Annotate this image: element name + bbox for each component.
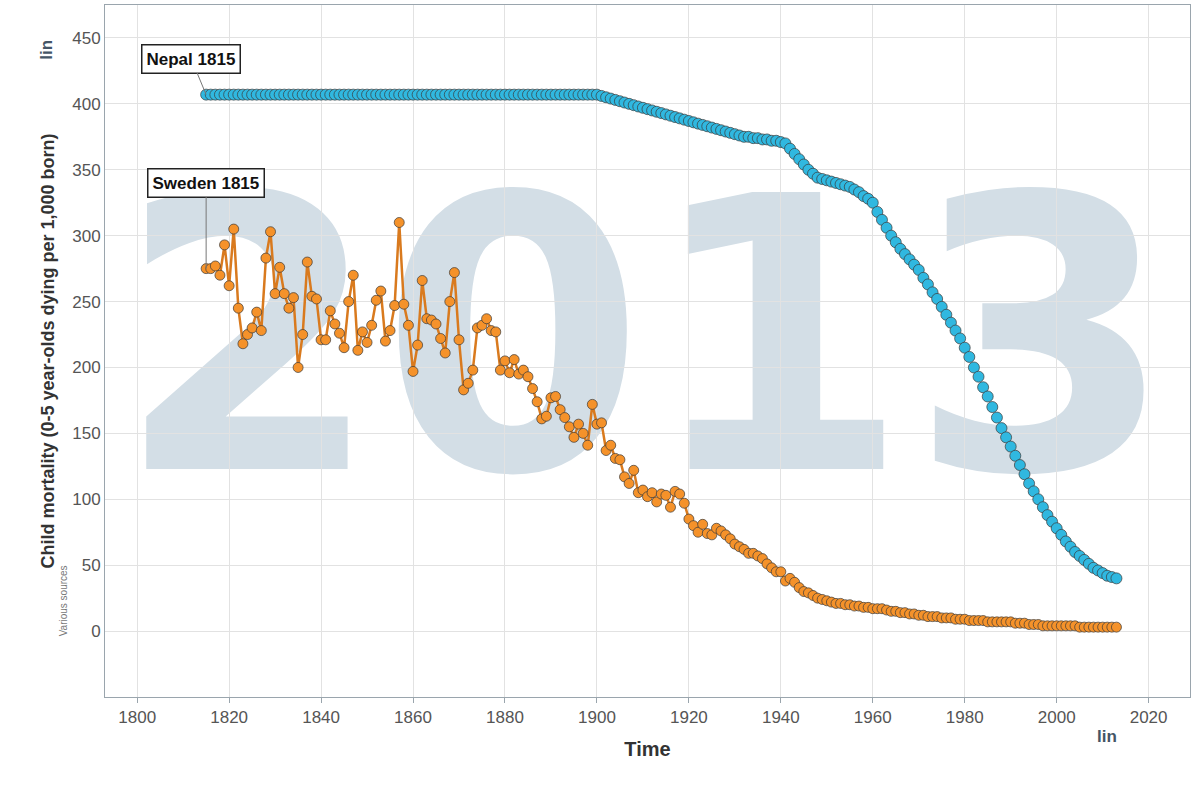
svg-text:1900: 1900: [578, 708, 616, 727]
svg-text:lin: lin: [1097, 727, 1117, 746]
svg-text:Various sources: Various sources: [58, 565, 69, 636]
svg-text:1920: 1920: [670, 708, 708, 727]
svg-text:lin: lin: [37, 40, 56, 60]
svg-text:2000: 2000: [1038, 708, 1076, 727]
svg-text:200: 200: [72, 358, 100, 377]
svg-text:1960: 1960: [854, 708, 892, 727]
svg-text:50: 50: [82, 556, 101, 575]
svg-text:350: 350: [72, 161, 100, 180]
svg-text:1940: 1940: [762, 708, 800, 727]
svg-text:1840: 1840: [302, 708, 340, 727]
svg-text:150: 150: [72, 424, 100, 443]
svg-text:450: 450: [72, 29, 100, 48]
svg-text:1860: 1860: [394, 708, 432, 727]
svg-text:2020: 2020: [1130, 708, 1168, 727]
svg-text:Sweden 1815: Sweden 1815: [153, 174, 260, 193]
svg-text:1880: 1880: [486, 708, 524, 727]
svg-text:1820: 1820: [210, 708, 248, 727]
svg-text:Time: Time: [624, 738, 670, 760]
svg-text:Child mortality (0-5 year-olds: Child mortality (0-5 year-olds dying per…: [38, 133, 58, 568]
svg-text:1800: 1800: [118, 708, 156, 727]
svg-text:100: 100: [72, 490, 100, 509]
svg-text:400: 400: [72, 95, 100, 114]
svg-text:Nepal 1815: Nepal 1815: [147, 50, 236, 69]
svg-text:1980: 1980: [946, 708, 984, 727]
svg-text:250: 250: [72, 293, 100, 312]
svg-text:300: 300: [72, 227, 100, 246]
svg-text:0: 0: [91, 622, 100, 641]
